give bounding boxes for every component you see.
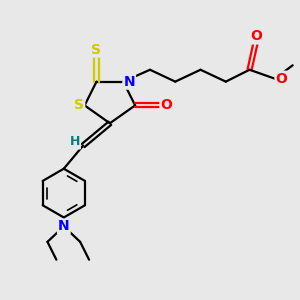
Text: O: O	[250, 29, 262, 44]
Text: S: S	[74, 98, 84, 112]
Text: H: H	[70, 136, 80, 148]
Text: N: N	[58, 219, 70, 233]
Text: S: S	[92, 43, 101, 56]
Text: O: O	[160, 98, 172, 112]
Text: O: O	[275, 72, 287, 86]
Text: N: N	[123, 75, 135, 88]
